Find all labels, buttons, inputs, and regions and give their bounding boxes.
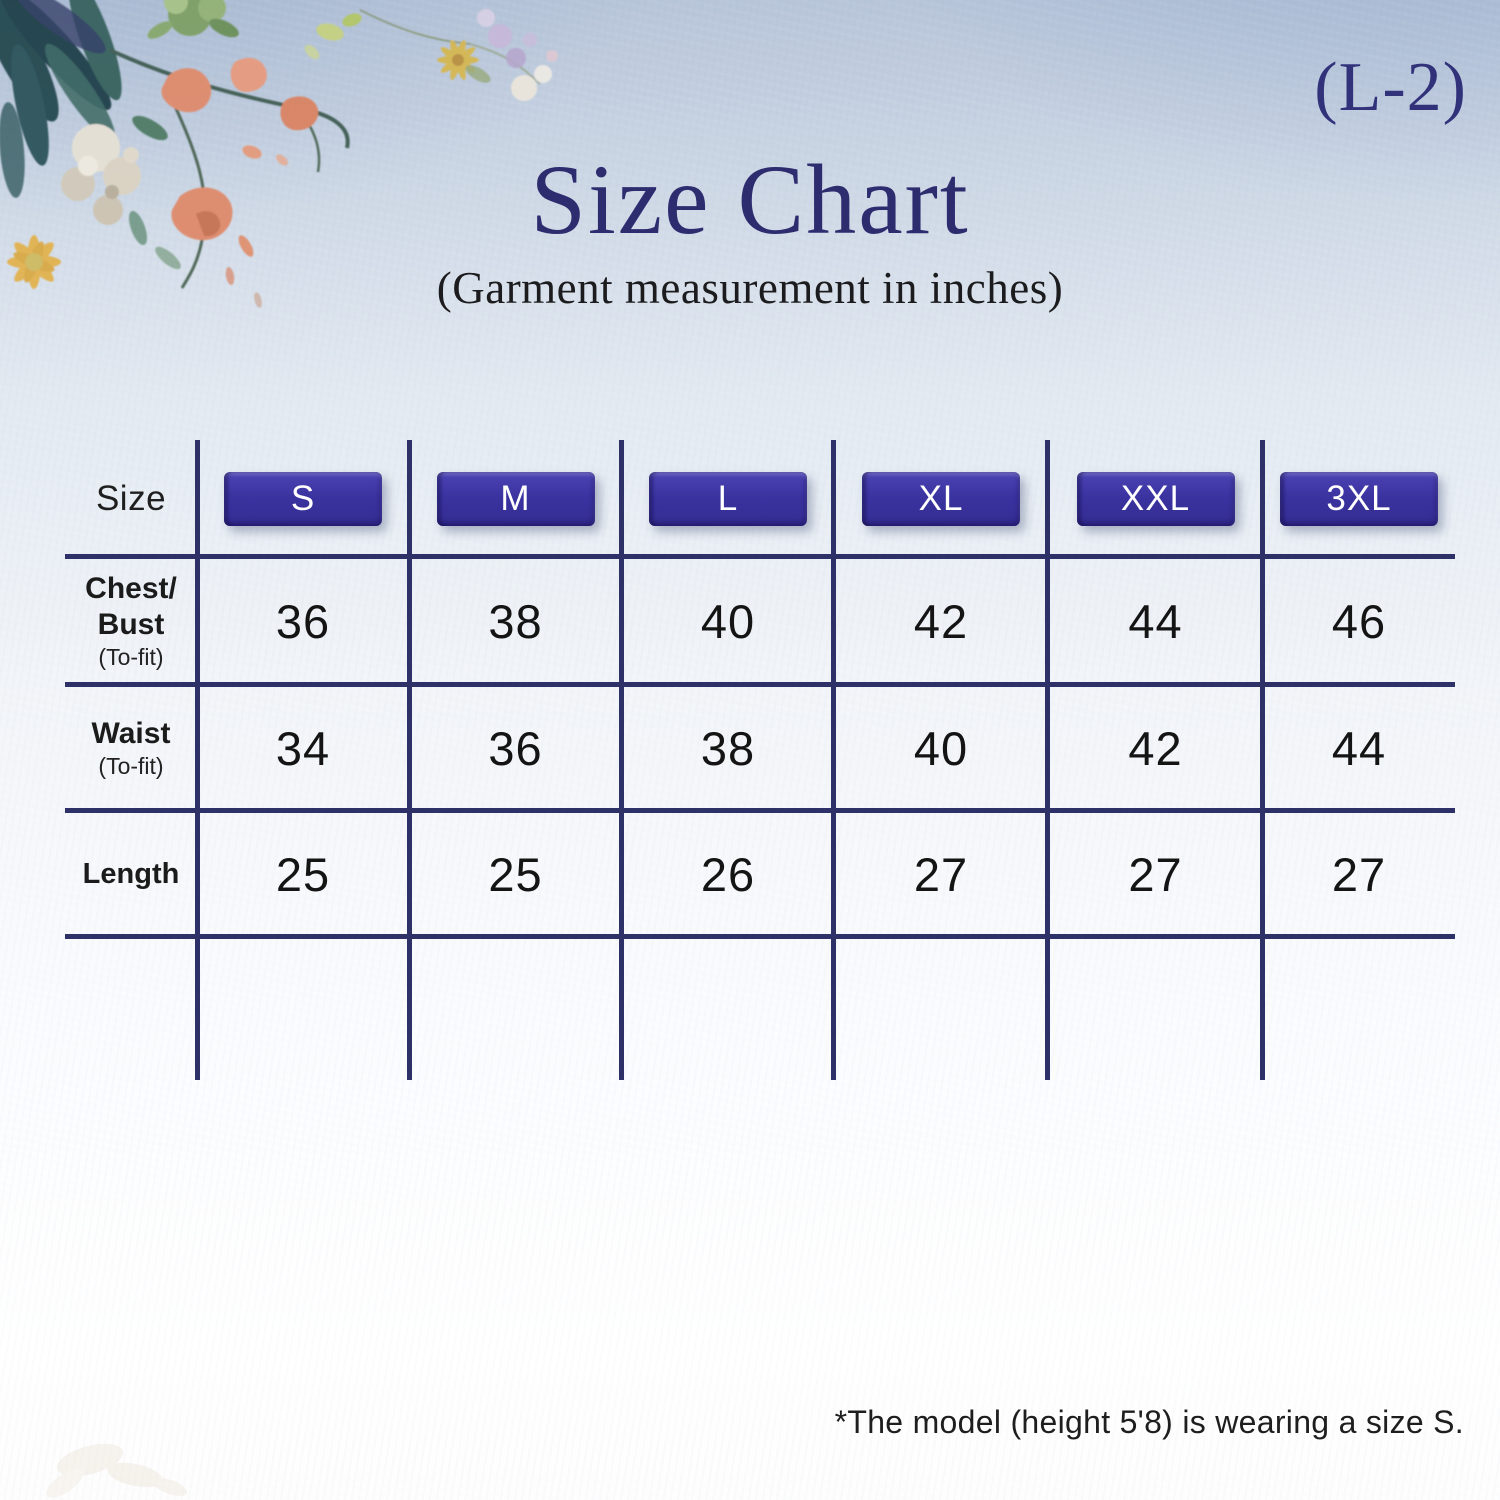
row-label-line1: Waist <box>91 716 171 750</box>
row-label-length: Length <box>65 811 197 937</box>
length-value-s: 25 <box>275 847 331 901</box>
row-label-line2: Bust <box>97 607 165 641</box>
table-cell: 27 <box>1263 811 1455 937</box>
page-title: Size Chart <box>530 144 970 255</box>
size-badge-xl: XL <box>862 471 1020 526</box>
size-badge-s: S <box>224 471 382 526</box>
size-badge-xxl: XXL <box>1076 471 1235 526</box>
page-subtitle: (Garment measurement in inches) <box>436 263 1064 313</box>
row-label-line1: Chest/ <box>85 572 177 606</box>
size-badge-cell: 3XL <box>1263 440 1455 557</box>
size-badge-cell: L <box>622 440 834 557</box>
waist-value-m: 36 <box>488 721 543 775</box>
table-vertical-line <box>1045 440 1050 1080</box>
row-label-text: Length <box>83 857 180 891</box>
table-cell: 40 <box>622 557 834 685</box>
table-vertical-line <box>1260 440 1265 1080</box>
table-cell: 38 <box>622 685 834 811</box>
table-vertical-line <box>619 440 624 1080</box>
size-header-label: Size <box>95 478 167 518</box>
chest-value-xl: 42 <box>913 594 969 648</box>
size-badge-cell: M <box>409 440 622 557</box>
table-cell: 25 <box>409 811 622 937</box>
table-vertical-line <box>407 440 412 1080</box>
size-chart-table: Size S M L XL XXL 3XL Chest/ Bust (To-fi… <box>65 440 1455 1080</box>
size-badge-cell: S <box>197 440 409 557</box>
table-cell: 25 <box>197 811 409 937</box>
length-value-xl: 27 <box>913 847 969 901</box>
table-horizontal-line <box>65 554 1455 559</box>
table-horizontal-line <box>65 682 1455 687</box>
row-sublabel: (To-fit) <box>98 753 164 780</box>
chest-value-xxl: 44 <box>1128 594 1183 648</box>
length-value-l: 26 <box>700 847 756 901</box>
table-cell: 36 <box>197 557 409 685</box>
table-cell: 40 <box>834 685 1048 811</box>
row-sublabel: (To-fit) <box>98 643 164 670</box>
waist-value-s: 34 <box>275 721 331 775</box>
row-label-chest-bust: Chest/ Bust (To-fit) <box>65 557 197 685</box>
model-size-footnote: *The model (height 5'8) is wearing a siz… <box>834 1404 1464 1440</box>
size-badge-l: L <box>649 471 807 526</box>
length-value-xxl: 27 <box>1128 847 1183 901</box>
size-badge-m: M <box>436 471 595 526</box>
table-horizontal-line <box>65 808 1455 813</box>
faint-sprig-icon <box>46 1443 188 1498</box>
table-cell: 46 <box>1263 557 1455 685</box>
waist-value-xxl: 42 <box>1128 721 1183 775</box>
row-label-line1: Length <box>82 857 180 890</box>
table-vertical-line <box>195 440 200 1080</box>
chest-value-l: 40 <box>700 594 756 648</box>
length-value-3xl: 27 <box>1331 847 1387 901</box>
corner-tag: (L-2) <box>1314 49 1467 126</box>
table-cell: 44 <box>1048 557 1263 685</box>
size-badge-cell: XXL <box>1048 440 1263 557</box>
row-label-text: Chest/ Bust <box>85 571 177 642</box>
length-value-m: 25 <box>488 847 543 901</box>
table-cell: 27 <box>1048 811 1263 937</box>
chest-value-3xl: 46 <box>1331 594 1387 648</box>
table-cell: 36 <box>409 685 622 811</box>
table-cell: 27 <box>834 811 1048 937</box>
table-cell: 38 <box>409 557 622 685</box>
chest-value-m: 38 <box>488 594 543 648</box>
table-vertical-line <box>831 440 836 1080</box>
size-header-cell: Size <box>65 440 197 557</box>
row-label-text: Waist <box>92 716 171 751</box>
waist-value-l: 38 <box>700 721 756 775</box>
table-cell: 42 <box>1048 685 1263 811</box>
table-cell: 26 <box>622 811 834 937</box>
size-badge-cell: XL <box>834 440 1048 557</box>
table-cell: 44 <box>1263 685 1455 811</box>
waist-value-xl: 40 <box>913 721 969 775</box>
waist-value-3xl: 44 <box>1331 721 1387 775</box>
table-horizontal-line <box>65 934 1455 939</box>
chest-value-s: 36 <box>275 594 331 648</box>
row-label-waist: Waist (To-fit) <box>65 685 197 811</box>
size-badge-3xl: 3XL <box>1280 471 1438 526</box>
table-cell: 34 <box>197 685 409 811</box>
table-cell: 42 <box>834 557 1048 685</box>
